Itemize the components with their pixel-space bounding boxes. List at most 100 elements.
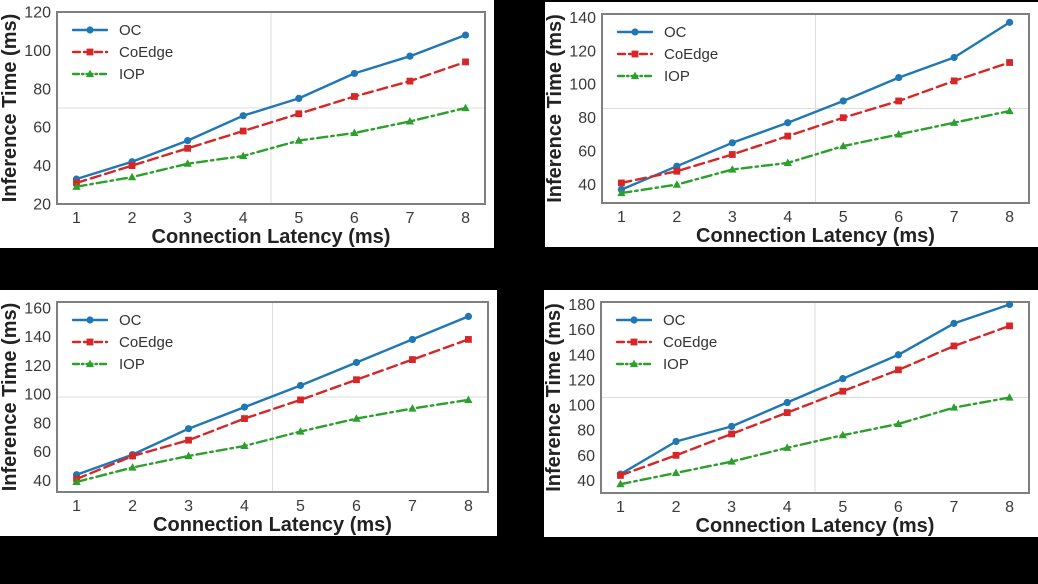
legend-label-iop: IOP bbox=[663, 356, 689, 373]
chart-svg-top-right: 1 2 3 4 5 6 7 8 40 60 80 100 120 140 Connection Latenc… bbox=[545, 10, 1030, 247]
legend-label-oc: OC bbox=[664, 24, 687, 41]
coedge-marker bbox=[406, 77, 414, 85]
y-tick-label: 40 bbox=[33, 158, 51, 175]
oc-line bbox=[620, 21, 1011, 191]
iop-marker bbox=[894, 419, 903, 427]
coedge-marker bbox=[784, 132, 792, 140]
chart-svg-top-left: 1 2 3 4 5 6 7 8 20 40 60 80 100 120 Connection Latency… bbox=[0, 5, 486, 248]
x-tick-label: 2 bbox=[672, 209, 681, 226]
gridlines bbox=[601, 302, 1029, 493]
oc-marker bbox=[406, 52, 414, 60]
y-tick-label: 120 bbox=[24, 358, 51, 375]
x-tick-label: 1 bbox=[616, 499, 625, 516]
iop-markers bbox=[616, 393, 1014, 488]
coedge-marker bbox=[462, 58, 469, 66]
iop-marker bbox=[183, 159, 192, 167]
gridlines bbox=[602, 14, 1029, 203]
oc-line bbox=[75, 33, 467, 181]
x-tick-label: 3 bbox=[183, 210, 192, 227]
iop-line bbox=[75, 398, 470, 484]
legend: OC CoEdge IOP bbox=[616, 24, 718, 85]
oc-marker bbox=[950, 53, 958, 62]
legend-marker-coedge bbox=[86, 338, 94, 346]
x-axis-label: Connection Latency (ms) bbox=[696, 515, 935, 537]
legend-label-iop: IOP bbox=[119, 66, 145, 83]
oc-line bbox=[619, 303, 1011, 476]
legend: OC CoEdge IOP bbox=[71, 312, 173, 373]
chart-svg-bottom-right: 1 2 3 4 5 6 7 8 40 60 80 100 120 140 160 180 Connection … bbox=[544, 297, 1030, 537]
legend-marker-iop bbox=[85, 69, 95, 78]
coedge-marker bbox=[128, 162, 136, 169]
oc-marker bbox=[239, 112, 247, 120]
y-tick-labels: 20 40 60 80 100 120 bbox=[24, 5, 51, 214]
chart-panel-top-right: 1 2 3 4 5 6 7 8 40 60 80 100 120 140 Connection Latenc… bbox=[545, 2, 1038, 247]
y-axis-label: Inference Time (ms) bbox=[545, 14, 566, 203]
coedge-marker bbox=[950, 342, 958, 350]
iop-marker bbox=[408, 404, 417, 412]
coedge-marker bbox=[185, 436, 192, 444]
x-tick-label: 3 bbox=[184, 498, 193, 515]
legend-marker-coedge bbox=[86, 48, 94, 56]
x-tick-label: 8 bbox=[461, 210, 470, 227]
y-tick-label: 160 bbox=[24, 300, 51, 317]
y-tick-label: 80 bbox=[578, 110, 596, 127]
y-tick-label: 180 bbox=[568, 297, 595, 314]
x-tick-label: 7 bbox=[406, 210, 415, 227]
x-axis-label: Connection Latency (ms) bbox=[153, 514, 392, 536]
oc-line bbox=[75, 315, 470, 476]
coedge-marker bbox=[129, 452, 136, 460]
legend: OC CoEdge IOP bbox=[615, 312, 717, 373]
oc-marker bbox=[839, 375, 847, 383]
oc-marker bbox=[728, 422, 736, 431]
iop-marker bbox=[184, 451, 193, 460]
x-tick-label: 4 bbox=[783, 499, 792, 516]
oc-marker bbox=[672, 437, 680, 446]
coedge-marker bbox=[839, 114, 847, 122]
x-tick-label: 5 bbox=[296, 498, 305, 515]
oc-marker bbox=[350, 69, 358, 78]
x-tick-label: 6 bbox=[350, 210, 359, 227]
coedge-marker bbox=[894, 366, 902, 374]
coedge-marker bbox=[295, 110, 303, 118]
x-tick-label: 8 bbox=[1005, 499, 1014, 516]
legend-marker-oc bbox=[631, 28, 639, 36]
y-axis-label: Inference Time (ms) bbox=[544, 303, 565, 492]
oc-marker bbox=[783, 398, 791, 407]
legend-marker-iop bbox=[629, 359, 639, 368]
coedge-markers bbox=[618, 59, 1013, 187]
oc-marker bbox=[464, 312, 473, 320]
iop-marker bbox=[727, 457, 736, 465]
y-tick-label: 120 bbox=[568, 372, 595, 389]
y-tick-label: 140 bbox=[568, 347, 595, 364]
coedge-line bbox=[619, 324, 1011, 477]
legend-label-coedge: CoEdge bbox=[119, 334, 173, 351]
coedge-marker bbox=[895, 97, 903, 105]
axes-spines bbox=[600, 301, 1030, 494]
x-tick-label: 5 bbox=[839, 209, 848, 226]
coedge-line bbox=[75, 338, 470, 481]
oc-marker bbox=[1005, 300, 1014, 309]
iop-markers bbox=[72, 395, 473, 486]
legend-marker-oc bbox=[86, 316, 94, 324]
y-tick-label: 120 bbox=[569, 43, 596, 60]
oc-marker bbox=[1005, 18, 1014, 26]
x-tick-label: 8 bbox=[464, 498, 473, 515]
iop-markers bbox=[72, 103, 470, 190]
iop-marker bbox=[728, 165, 737, 173]
iop-marker bbox=[616, 479, 625, 488]
legend-label-coedge: CoEdge bbox=[664, 46, 718, 63]
y-tick-label: 140 bbox=[24, 329, 51, 346]
iop-marker bbox=[240, 441, 249, 450]
x-tick-labels: 1 2 3 4 5 6 7 8 bbox=[616, 499, 1014, 516]
y-tick-label: 100 bbox=[24, 43, 51, 60]
iop-marker bbox=[350, 128, 359, 137]
x-tick-label: 4 bbox=[240, 498, 249, 515]
x-tick-label: 6 bbox=[352, 498, 361, 515]
x-tick-label: 2 bbox=[128, 498, 137, 515]
x-tick-label: 7 bbox=[950, 209, 959, 226]
y-tick-label: 80 bbox=[577, 423, 595, 440]
oc-marker bbox=[950, 319, 958, 327]
iop-marker bbox=[464, 395, 473, 403]
iop-marker bbox=[671, 468, 681, 476]
iop-marker bbox=[783, 158, 792, 166]
